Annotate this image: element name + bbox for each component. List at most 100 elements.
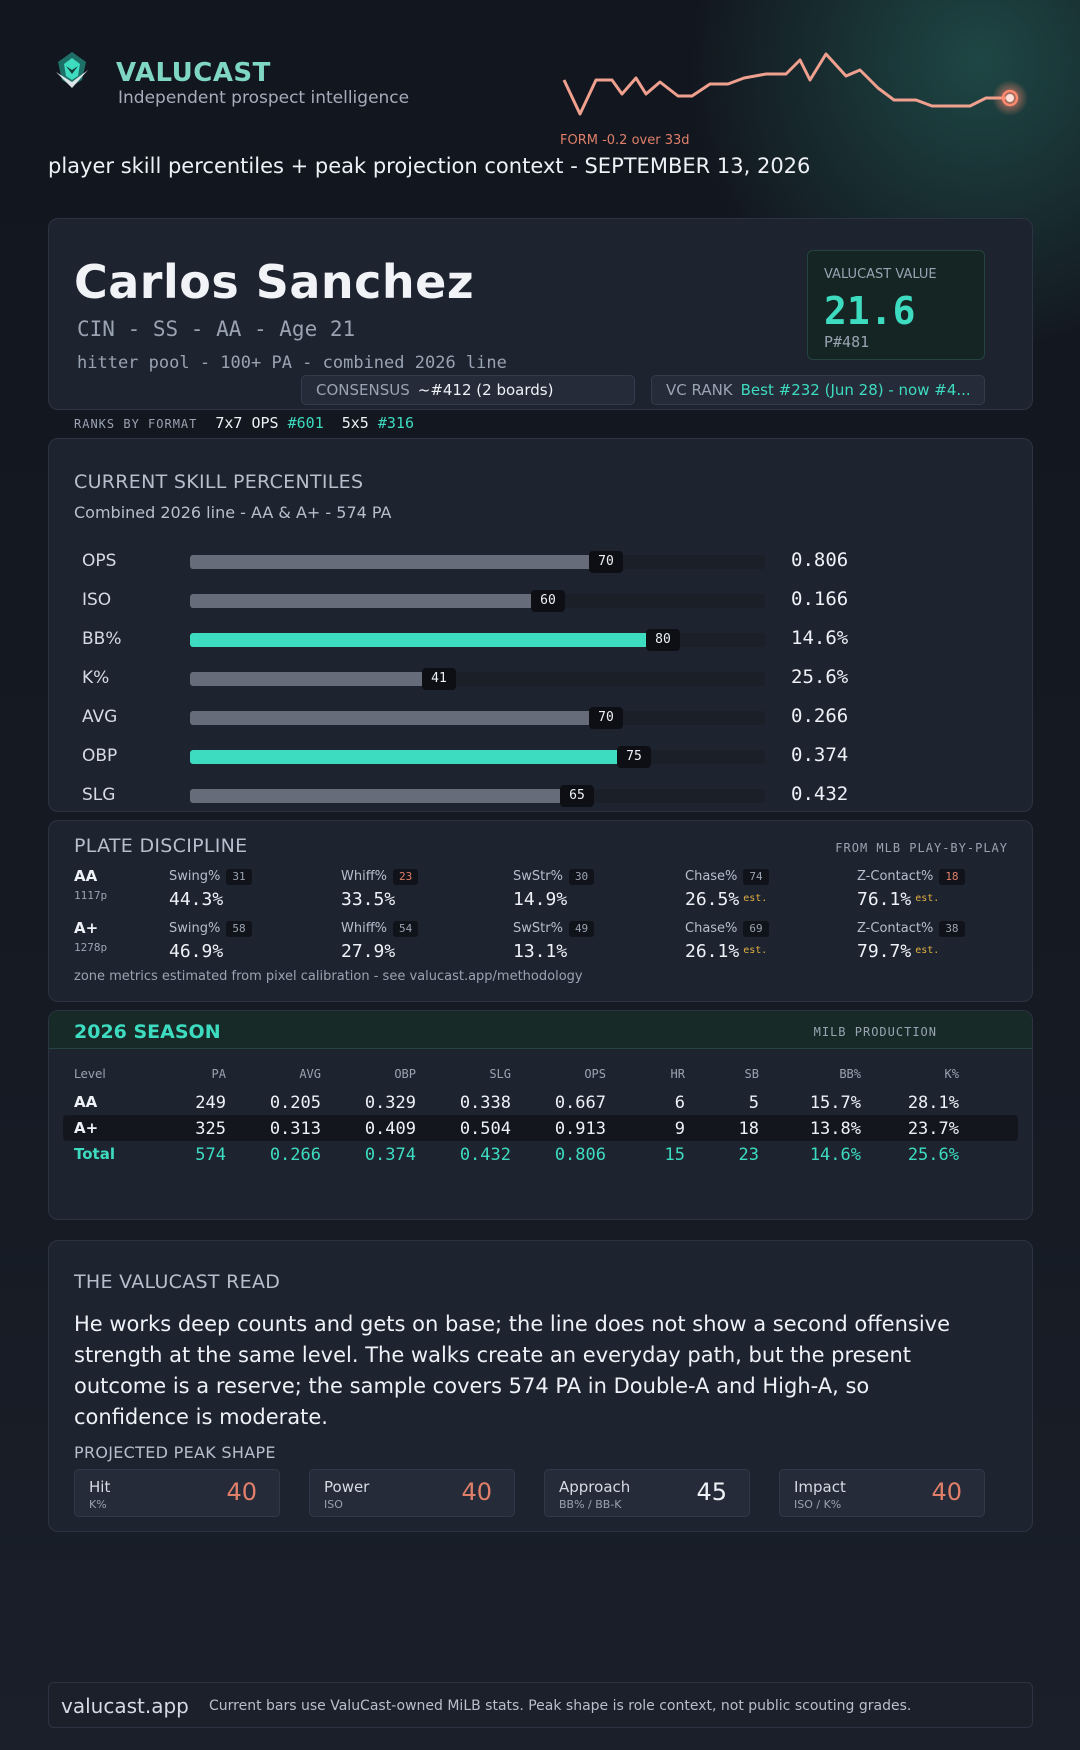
- season-cell: 0.913: [554, 1119, 606, 1139]
- season-cell: 5: [748, 1093, 759, 1113]
- skill-value: 14.6%: [791, 627, 849, 649]
- plate-source: FROM MLB PLAY-BY-PLAY: [835, 841, 1008, 855]
- skill-label: BB%: [82, 629, 122, 649]
- peak-shape-box: Approach BB% / BB-K 45: [544, 1469, 750, 1517]
- format-1-label: 7x7 OPS: [215, 414, 279, 432]
- skill-percentile-badge: 75: [617, 746, 651, 768]
- peak-shape-basis: ISO: [324, 1498, 343, 1511]
- plate-metric-value-text: 79.7%: [857, 941, 912, 962]
- plate-metric-head: Swing% 31: [169, 865, 329, 885]
- skill-row: ISO 60 0.166: [49, 585, 1032, 615]
- skill-bar-track: 70: [190, 551, 765, 573]
- player-name: Carlos Sanchez: [74, 255, 475, 309]
- vc-rank-label: VC RANK: [666, 381, 733, 399]
- season-cell: 0.806: [554, 1145, 606, 1165]
- form-sparkline: [562, 52, 1028, 116]
- plate-metric-percentile: 74: [743, 869, 769, 885]
- plate-metric-value-text: 44.3%: [169, 889, 224, 910]
- skill-label: ISO: [82, 590, 112, 610]
- skill-bar-fill: [190, 555, 593, 569]
- skill-bar-fill: [190, 711, 593, 725]
- season-cell: AA: [74, 1093, 98, 1111]
- plate-metric: Whiff% 54 27.9%: [341, 917, 501, 962]
- plate-metric-value: 14.9%: [513, 889, 673, 910]
- value-number: 21.6: [824, 289, 916, 333]
- plate-metric-value-text: 27.9%: [341, 941, 396, 962]
- skill-row: AVG 70 0.266: [49, 702, 1032, 732]
- plate-metric-percentile: 58: [226, 921, 252, 937]
- estimated-tag: est.: [915, 945, 940, 956]
- season-header-bar: 2026 SEASON MILB PRODUCTION: [49, 1011, 1032, 1049]
- skill-percentile-badge: 70: [589, 707, 623, 729]
- season-card: 2026 SEASON MILB PRODUCTION Level PA AVG OB…: [48, 1010, 1033, 1220]
- plate-metric-value-text: 14.9%: [513, 889, 568, 910]
- brand-tagline: Independent prospect intelligence: [118, 88, 410, 108]
- footer-brand-link[interactable]: valucast.app: [61, 1694, 189, 1718]
- peak-shape-box: Impact ISO / K% 40: [779, 1469, 985, 1517]
- skill-percentile-badge: 65: [560, 785, 594, 807]
- plate-metric-percentile: 30: [568, 869, 595, 885]
- peak-title: PROJECTED PEAK SHAPE: [74, 1443, 276, 1462]
- season-cell: 15: [664, 1145, 685, 1165]
- skill-bar-fill: [190, 633, 650, 647]
- peak-shape-score: 40: [461, 1478, 492, 1506]
- vc-rank-value: Best #232 (Jun 28) - now #4...: [740, 381, 971, 399]
- plate-metric-name: Swing%: [169, 869, 221, 884]
- table-row: A+ 325 0.313 0.409 0.504 0.913 9 18 13.8% 23.7%: [63, 1115, 1018, 1141]
- plate-metric-head: Z-Contact% 38: [857, 917, 1017, 937]
- season-title: 2026 SEASON: [74, 1021, 221, 1043]
- player-meta: CIN - SS - AA - Age 21: [77, 317, 356, 341]
- season-cell: K%: [944, 1067, 959, 1081]
- ranks-by-format: RANKS BY FORMAT 7x7 OPS #601 5x5 #316: [74, 414, 414, 432]
- consensus-label: CONSENSUS: [316, 381, 410, 399]
- plate-footnote: zone metrics estimated from pixel calibr…: [74, 969, 583, 984]
- season-cell: 325: [195, 1119, 226, 1139]
- plate-metric-value: 27.9%: [341, 941, 501, 962]
- season-cell: 0.432: [459, 1145, 511, 1165]
- estimated-tag: est.: [743, 945, 768, 956]
- estimated-tag: est.: [743, 893, 768, 904]
- player-card: Carlos Sanchez CIN - SS - AA - Age 21 hi…: [48, 218, 1033, 410]
- season-cell: 0.409: [364, 1119, 416, 1139]
- form-current-dot: [1001, 89, 1019, 107]
- skill-bar-fill: [190, 750, 621, 764]
- plate-level-pitches: 1117p: [74, 889, 108, 902]
- plate-metric: Z-Contact% 38 79.7% est.: [857, 917, 1017, 962]
- skill-bar-track: 75: [190, 746, 765, 768]
- season-cell: OPS: [584, 1067, 606, 1081]
- plate-metric-value: 44.3%: [169, 889, 329, 910]
- season-cell: SLG: [489, 1067, 511, 1081]
- season-cell: 9: [674, 1119, 685, 1139]
- plate-metric-value: 79.7% est.: [857, 941, 1017, 962]
- plate-metric-name: SwStr%: [513, 921, 563, 936]
- value-rank: P#481: [824, 333, 870, 351]
- season-cell: Level: [74, 1067, 106, 1081]
- skill-row: K% 41 25.6%: [49, 663, 1032, 693]
- peak-shape-name: Approach: [559, 1478, 631, 1496]
- plate-metric-head: SwStr% 49: [513, 917, 673, 937]
- skill-row: OBP 75 0.374: [49, 741, 1032, 771]
- season-cell: A+: [74, 1119, 99, 1137]
- skill-row: SLG 65 0.432: [49, 780, 1032, 810]
- plate-metric-head: SwStr% 30: [513, 865, 673, 885]
- skill-value: 0.166: [791, 588, 849, 610]
- season-cell: 0.667: [554, 1093, 606, 1113]
- skill-value: 25.6%: [791, 666, 849, 688]
- peak-shape-basis: K%: [89, 1498, 107, 1511]
- peak-shape-box: Hit K% 40: [74, 1469, 280, 1517]
- season-cell: 0.313: [269, 1119, 321, 1139]
- skill-value: 0.374: [791, 744, 849, 766]
- skill-bar-fill: [190, 594, 535, 608]
- plate-metric-value-text: 26.1%: [685, 941, 740, 962]
- season-cell: 23: [738, 1145, 759, 1165]
- plate-metric: Swing% 58 46.9%: [169, 917, 329, 962]
- estimated-tag: est.: [915, 893, 940, 904]
- plate-metric-percentile: 23: [393, 869, 419, 885]
- plate-metric: Chase% 69 26.1% est.: [685, 917, 845, 962]
- consensus-pill: CONSENSUS ~#412 (2 boards): [301, 375, 635, 405]
- page-subtitle: player skill percentiles + peak projecti…: [48, 154, 811, 178]
- plate-metric: Whiff% 23 33.5%: [341, 865, 501, 910]
- plate-metric-name: Chase%: [685, 921, 738, 936]
- skills-title: CURRENT SKILL PERCENTILES: [74, 471, 364, 493]
- season-cell: 0.504: [459, 1119, 511, 1139]
